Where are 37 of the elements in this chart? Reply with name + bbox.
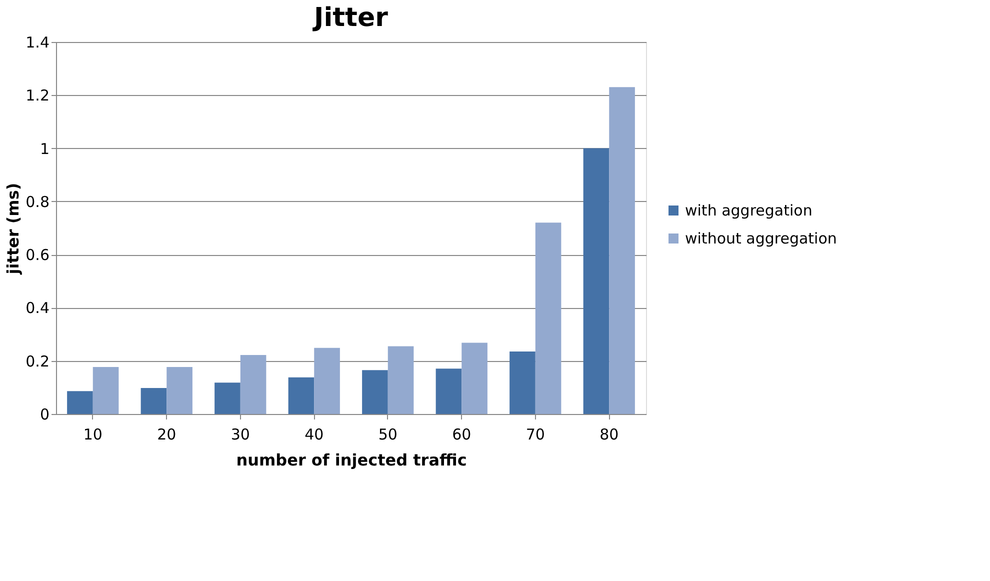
bar (140, 388, 167, 414)
y-tick-label: 0 (40, 406, 50, 424)
bar (462, 342, 488, 414)
bar (314, 348, 340, 414)
y-axis-title: jitter (ms) (4, 182, 23, 276)
y-tick-label: 1.4 (26, 34, 50, 52)
bar (67, 391, 93, 414)
bar (92, 366, 119, 414)
bar (510, 352, 536, 414)
y-tick-label: 0.2 (26, 352, 50, 370)
y-tick-label: 0.4 (26, 299, 50, 318)
x-tick-label: 60 (452, 426, 472, 444)
bar (166, 366, 192, 414)
chart-title: Jitter (312, 3, 388, 33)
x-tick-label: 70 (526, 426, 545, 444)
x-axis-title: number of injected traffic (236, 450, 467, 470)
bar (214, 382, 240, 414)
bar (240, 355, 266, 414)
y-tick-label: 0.6 (26, 246, 50, 264)
bar (388, 346, 414, 414)
y-tick-label: 0.8 (26, 192, 50, 211)
x-tick-label: 50 (378, 426, 398, 444)
x-tick-label: 20 (157, 426, 176, 444)
bar (362, 370, 388, 414)
bar (436, 368, 462, 414)
x-tick-label: 30 (230, 426, 250, 444)
y-tick-label: 1.2 (26, 86, 50, 105)
legend-label: without aggregation (685, 230, 837, 248)
bar (609, 87, 635, 414)
bar (535, 222, 562, 414)
x-tick-label: 80 (600, 426, 619, 444)
bar (583, 148, 610, 414)
x-tick-label: 10 (83, 426, 102, 444)
bar (288, 377, 314, 414)
x-tick-label: 40 (304, 426, 324, 444)
legend-label: with aggregation (685, 202, 812, 220)
y-tick-label: 1 (40, 140, 50, 158)
